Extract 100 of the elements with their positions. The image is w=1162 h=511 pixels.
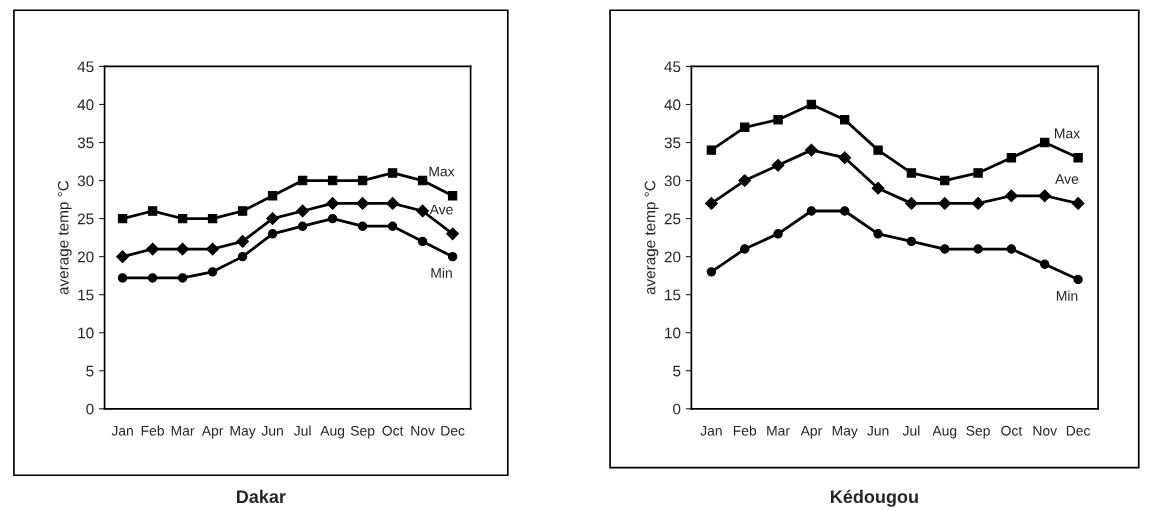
point [417,175,428,186]
point [206,242,219,256]
series-label: Ave [429,204,453,215]
point [327,213,338,224]
point [704,196,718,210]
y-tick-label: 0 [673,403,681,415]
point [297,175,308,186]
point [236,235,249,248]
point [1040,259,1050,269]
point [117,273,128,283]
point [1006,153,1017,163]
point [840,206,850,216]
x-tick-label: May [832,425,858,439]
point [738,174,752,187]
y-tick-label: 30 [664,175,681,187]
point [447,191,458,201]
point [804,143,818,157]
point [940,175,950,186]
point [773,115,783,125]
x-tick-label: Mar [171,425,195,436]
point [207,267,218,277]
x-tick-label: Aug [320,425,345,439]
point [326,196,340,210]
point [871,181,885,195]
point [267,191,278,201]
point [357,175,368,186]
point [387,221,398,231]
x-tick-label: Feb [141,425,164,436]
x-tick-label: Jun [867,425,889,436]
series-label: Ave [1055,174,1079,184]
x-tick-label: Sep [350,425,375,439]
point [806,206,817,216]
x-tick-label: Dec [441,425,465,436]
point [938,196,952,210]
series-label: Max [1055,128,1080,139]
point [706,267,717,277]
y-tick-label: 5 [86,365,94,377]
point [207,213,218,224]
point [906,236,917,247]
y-tick-label: 10 [78,327,94,339]
y-tick-label: 20 [664,251,681,263]
point [1071,196,1085,210]
x-tick-label: Dec [1066,425,1091,436]
point [327,175,338,186]
point [297,221,308,231]
point [387,168,398,178]
x-tick-label: Sep [966,425,990,439]
point [1038,189,1052,203]
series-label: Max [429,166,455,177]
point [940,244,950,254]
series-label: Min [1056,290,1078,301]
point [386,196,400,210]
y-axis-title: average temp °C [57,180,72,295]
series-label: Min [431,267,452,278]
y-tick-label: 10 [665,327,681,339]
point [971,196,985,210]
point [771,158,785,172]
point [740,122,750,132]
y-tick-label: 35 [664,137,681,149]
point [873,145,883,155]
y-tick-label: 0 [86,403,94,415]
x-tick-label: Apr [201,425,224,439]
point [147,273,158,283]
x-tick-label: Oct [382,425,404,436]
point [357,221,368,231]
y-tick-label: 20 [77,251,94,263]
y-axis-title: average temp °C [644,180,659,295]
point [356,196,370,210]
point [838,151,852,165]
text: Dakar [236,489,286,504]
y-tick-label: 45 [664,61,681,73]
point [740,244,750,254]
x-tick-label: Jul [902,425,920,436]
point [266,212,280,226]
point [1073,153,1083,163]
y-tick-label: 5 [673,365,681,377]
x-tick-label: Nov [411,425,435,436]
y-tick-label: 15 [665,289,681,301]
y-tick-label: 35 [77,137,94,149]
y-tick-label: 30 [77,175,94,187]
x-tick-label: Jan [700,425,722,436]
y-tick-label: 40 [77,99,94,111]
point [447,251,458,262]
x-tick-label: Nov [1033,425,1058,436]
point [973,168,983,178]
point [116,250,129,264]
x-tick-label: Oct [1001,425,1023,436]
point [147,206,158,216]
point [773,229,783,239]
point [237,206,248,216]
y-tick-label: 45 [77,61,94,73]
point [840,115,850,125]
point [146,242,159,256]
x-tick-label: Jan [111,425,133,436]
x-tick-label: Feb [733,425,757,436]
point [417,236,428,247]
point [296,204,310,218]
x-tick-label: May [230,425,256,439]
x-tick-label: Apr [800,425,822,439]
point [973,244,983,254]
